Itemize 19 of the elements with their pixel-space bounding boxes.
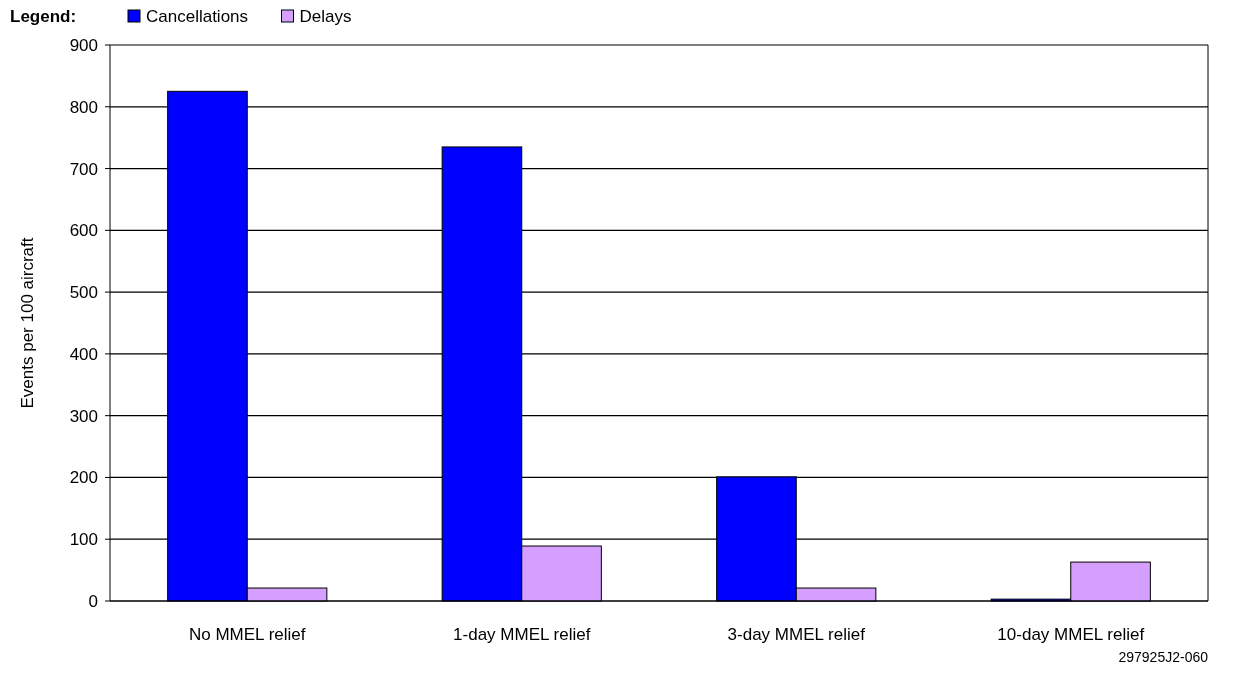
y-tick-label: 600 xyxy=(69,221,98,241)
x-tick-label: No MMEL relief xyxy=(188,625,306,644)
y-tick-label: 200 xyxy=(69,468,98,488)
legend-title: Legend: xyxy=(10,6,77,26)
x-tick-label: 10-day MMEL relief xyxy=(997,625,1145,644)
text: 297925J2-060 xyxy=(1118,648,1209,665)
y-tick-label: 100 xyxy=(69,530,98,550)
y-axis-title: Events per 100 aircraft xyxy=(18,237,37,409)
y-tick-label: 0 xyxy=(88,591,98,611)
y-tick-label: 700 xyxy=(69,159,98,179)
y-tick-label: 400 xyxy=(69,344,98,364)
y-tick-label: 300 xyxy=(69,406,98,426)
y-tick-label: 500 xyxy=(69,283,98,303)
legend-label: Cancellations xyxy=(146,6,249,26)
y-tick-label: 800 xyxy=(69,97,98,117)
legend-label: Delays xyxy=(299,6,352,26)
x-tick-label: 3-day MMEL relief xyxy=(727,625,866,644)
x-tick-label: 1-day MMEL relief xyxy=(453,625,591,644)
y-tick-label: 900 xyxy=(69,35,98,55)
